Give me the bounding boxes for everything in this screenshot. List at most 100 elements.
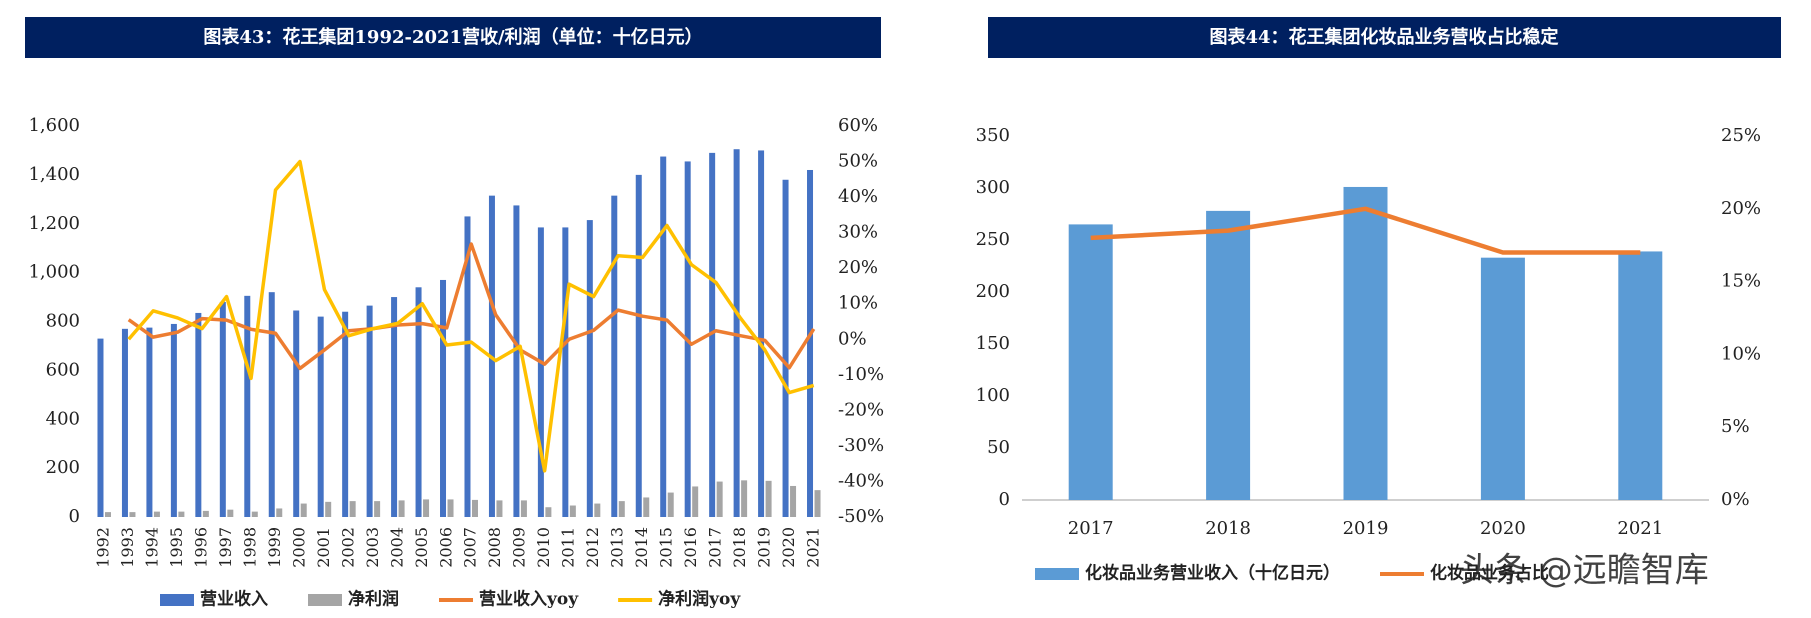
bar [618,501,625,517]
x-tick-label: 2019 [1343,518,1389,539]
y-tick-label: 0 [999,489,1010,510]
bar [121,328,128,517]
bar [146,327,153,517]
x-tick-label: 2018 [1205,518,1251,539]
y-tick-label: 600 [46,359,80,380]
x-tick-label: 1998 [241,527,260,568]
bar [447,499,454,517]
bar [276,508,283,517]
bar [268,292,275,517]
bar [643,497,650,517]
bar [765,480,772,517]
x-tick-label: 2000 [289,527,308,568]
chart-title: 图表43：花王集团1992-2021营收/利润（单位：十亿日元） [203,26,702,48]
watermark: 头条 @远瞻智库 [1460,551,1709,591]
bar [569,505,576,517]
bar [293,310,300,517]
bar [195,312,202,517]
y-tick-label: 300 [976,177,1010,198]
y-tick-label: 100 [976,385,1010,406]
bar [635,174,642,517]
line [127,242,816,371]
x-tick-label: 1994 [143,527,162,568]
y-tick-label: 1,200 [28,213,80,234]
y2-tick-label: -30% [838,435,884,456]
y-tick-label: 200 [976,281,1010,302]
x-tick-label: 1993 [118,527,137,568]
bar [251,511,258,517]
title-bar [988,17,1781,58]
y2-tick-label: 0% [838,328,867,349]
x-tick-label: 2002 [338,527,357,568]
bar [741,480,748,517]
bar [545,507,552,517]
y2-tick-label: 15% [1721,271,1761,292]
bar [219,301,226,517]
y-tick-label: 250 [976,229,1010,250]
bar [807,169,814,518]
bar [562,227,569,517]
y2-tick-label: 60% [838,115,878,136]
bar [1343,186,1388,500]
bar [423,499,430,517]
bar [537,227,544,517]
x-tick-label: 2005 [412,527,431,568]
bar [520,500,527,517]
bar [716,481,723,517]
x-tick-label: 1999 [265,527,284,568]
bar [415,287,422,517]
x-tick-label: 2004 [387,527,406,568]
legend-label: 化妆品业务营业收入（十亿日元） [1085,563,1340,584]
legend-label: 净利润 [348,589,399,610]
y-tick-label: 350 [976,125,1010,146]
x-tick-label: 2008 [485,527,504,568]
x-tick-label: 2017 [1068,518,1114,539]
bar [709,152,716,517]
y-tick-label: 1,600 [28,115,80,136]
x-tick-label: 2013 [608,527,627,568]
bar [349,501,356,517]
x-tick-label: 2006 [436,527,455,568]
bar [317,316,324,517]
x-tick-label: 2016 [681,527,700,568]
x-tick-label: 1997 [216,527,235,568]
bar [440,279,447,517]
y-tick-label: 50 [987,437,1010,458]
bar [374,501,381,517]
bar [692,486,699,517]
legend-label: 营业收入yoy [479,589,579,610]
bar [513,205,520,517]
x-tick-label: 1995 [167,527,186,568]
x-tick-label: 2018 [730,527,749,568]
y2-tick-label: 0% [1721,489,1750,510]
x-tick-label: 2003 [363,527,382,568]
legend-swatch [1035,568,1079,580]
bar [244,295,251,517]
bar [325,501,332,517]
y-tick-label: 1,000 [28,262,80,283]
bar [104,512,111,517]
x-tick-label: 2009 [510,527,529,568]
y2-tick-label: -20% [838,399,884,420]
x-tick-label: 2001 [314,527,333,568]
legend-label: 化妆品业务占比 [1430,563,1549,584]
x-tick-label: 2015 [656,527,675,568]
y2-tick-label: 10% [838,293,878,314]
legend-swatch [160,594,194,606]
chart-title: 图表44：花王集团化妆品业务营收占比稳定 [1209,26,1558,48]
y-tick-label: 400 [46,408,80,429]
bar [782,179,789,517]
bar [97,338,104,517]
line [1090,206,1641,255]
x-tick-label: 2012 [583,527,602,568]
bar [667,492,674,517]
bar [660,156,667,517]
bar [1480,257,1525,500]
y2-tick-label: 20% [838,257,878,278]
x-tick-label: 2020 [779,527,798,568]
y2-tick-label: 50% [838,151,878,172]
bar [366,305,373,517]
x-tick-label: 2021 [1617,518,1663,539]
bar [178,511,185,517]
bar [300,503,307,517]
